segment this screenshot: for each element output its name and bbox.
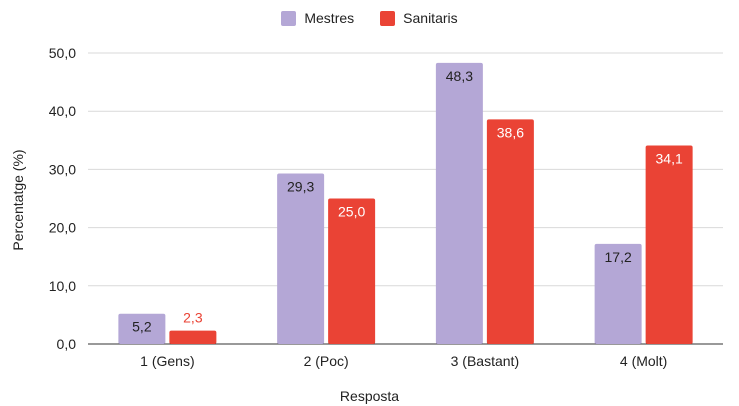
legend: Mestres Sanitaris [0, 10, 739, 26]
legend-item-sanitaris[interactable]: Sanitaris [380, 10, 458, 26]
bar-mestres [277, 173, 325, 344]
data-label: 38,6 [497, 124, 524, 140]
legend-swatch-sanitaris [380, 10, 396, 26]
y-tick-label: 0,0 [57, 336, 77, 352]
data-label: 2,3 [183, 310, 203, 326]
data-label: 29,3 [287, 178, 314, 194]
bar-sanitaris [169, 330, 217, 344]
data-label: 25,0 [338, 204, 365, 220]
legend-item-mestres[interactable]: Mestres [281, 10, 354, 26]
y-tick-label: 20,0 [49, 220, 76, 236]
y-tick-label: 40,0 [49, 103, 76, 119]
x-axis-title: Resposta [339, 388, 400, 404]
data-label: 34,1 [656, 151, 683, 167]
bar-sanitaris [645, 145, 693, 344]
data-label: 17,2 [605, 249, 632, 265]
bar-mestres [118, 313, 166, 344]
x-tick-label: 3 (Bastant) [451, 353, 519, 369]
y-tick-label: 10,0 [49, 278, 76, 294]
legend-label-mestres: Mestres [304, 10, 355, 26]
bar-mestres [435, 62, 483, 344]
data-label: 48,3 [446, 68, 473, 84]
data-label: 5,2 [132, 319, 152, 335]
bar-sanitaris [328, 198, 376, 344]
y-tick-label: 50,0 [49, 45, 76, 61]
bar-sanitaris [486, 119, 534, 345]
y-tick-label: 30,0 [49, 161, 76, 177]
x-tick-label: 2 (Poc) [304, 353, 349, 369]
bar-mestres [594, 243, 642, 344]
x-tick-label: 1 (Gens) [140, 353, 194, 369]
legend-swatch-mestres [281, 10, 297, 26]
x-tick-label: 4 (Molt) [620, 353, 667, 369]
legend-label-sanitaris: Sanitaris [403, 10, 458, 26]
